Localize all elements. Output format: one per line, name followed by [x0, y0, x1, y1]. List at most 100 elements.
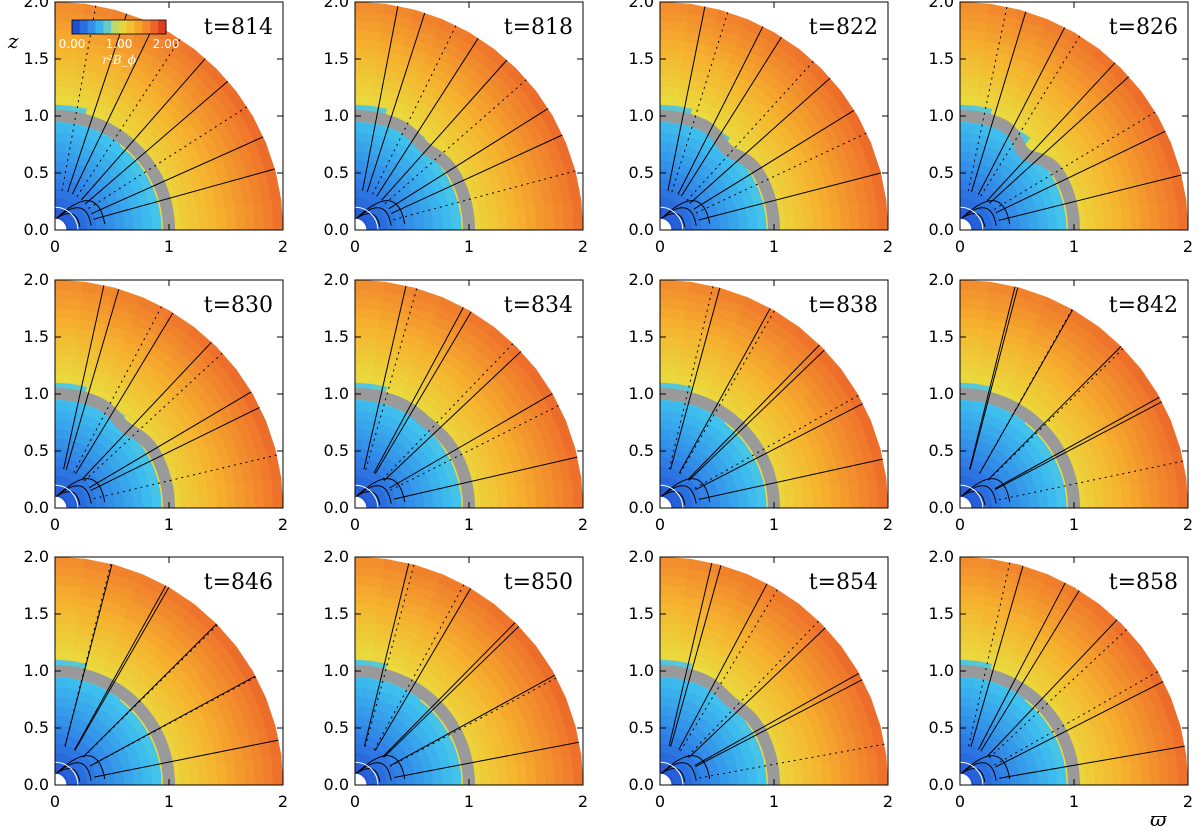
field-cell — [1001, 222, 1012, 231]
field-cell — [386, 224, 398, 231]
field-cell — [433, 496, 444, 509]
field-cell — [1056, 215, 1068, 231]
y-tick-label: 1.5 — [24, 49, 49, 68]
positive-field-line — [63, 285, 105, 470]
field-cell — [414, 775, 426, 786]
field-cell — [1047, 216, 1059, 231]
field-loop — [960, 200, 1011, 225]
x-axis-label: ϖ — [1150, 807, 1167, 831]
colorbar-cell — [119, 20, 128, 34]
y-tick-label: 0.5 — [24, 441, 49, 460]
field-cell — [179, 212, 191, 231]
field-cell — [54, 409, 69, 421]
x-tick-label: 1 — [1069, 515, 1079, 534]
field-cell — [659, 428, 671, 440]
field-loop — [55, 212, 81, 228]
y-tick-label: 2.0 — [324, 270, 349, 289]
x-tick-label: 2 — [278, 515, 288, 534]
field-cell — [784, 212, 796, 231]
negative-field-line — [980, 35, 1081, 197]
field-cell — [497, 209, 509, 231]
field-cell — [54, 621, 77, 634]
positive-field-line — [693, 109, 855, 210]
field-cell — [959, 556, 991, 569]
field-cell — [784, 767, 796, 786]
field-cell — [959, 85, 980, 97]
field-cell — [354, 141, 367, 152]
y-axis-label: z — [7, 29, 19, 53]
field-cell — [959, 372, 978, 384]
surface-band — [960, 110, 1080, 230]
positive-field-line — [373, 307, 464, 474]
field-cell — [354, 677, 370, 689]
field-cell — [659, 556, 691, 569]
field-cell — [354, 159, 365, 171]
field-cell — [1028, 774, 1040, 786]
field-cell — [354, 705, 366, 717]
field-cell — [659, 409, 674, 421]
colorbar-cell — [158, 20, 167, 34]
field-cell — [216, 762, 228, 786]
field-loop — [660, 212, 686, 228]
field-cell — [142, 216, 154, 231]
field-cell — [959, 141, 972, 152]
field-cell — [1111, 486, 1124, 509]
y-tick-label: 1.5 — [629, 327, 654, 346]
field-cell — [959, 122, 975, 134]
field-cell — [479, 212, 491, 231]
positive-field-line — [363, 285, 407, 470]
field-loop — [660, 200, 711, 225]
field-cell — [747, 494, 759, 509]
x-tick-label: 2 — [578, 237, 588, 256]
x-tick-label: 1 — [769, 792, 779, 811]
field-cell — [811, 486, 824, 509]
colorbar-cell — [95, 20, 104, 34]
y-tick-label: 1.0 — [324, 106, 349, 125]
field-cell — [133, 218, 144, 231]
field-cell — [206, 763, 219, 786]
field-cell — [354, 714, 365, 726]
field-cell — [188, 765, 200, 786]
time-label: t=818 — [504, 15, 573, 40]
field-cell — [1102, 487, 1114, 509]
panel-818: 0 1 2 0.0 0.5 1.0 1.5 2.0 t=818 — [324, 0, 589, 256]
field-cell — [802, 487, 814, 509]
field-cell — [1102, 209, 1114, 231]
field-cell — [54, 1, 86, 14]
y-tick-label: 1.5 — [324, 604, 349, 623]
field-cell — [197, 487, 209, 509]
negative-field-line — [76, 39, 181, 197]
field-cell — [1010, 221, 1021, 231]
field-cell — [659, 714, 670, 726]
field-cell — [1056, 770, 1068, 786]
field-cell — [959, 335, 983, 347]
x-tick-label: 2 — [1183, 792, 1193, 811]
field-loop — [355, 200, 406, 225]
field-cell — [54, 612, 78, 624]
field-cell — [728, 774, 740, 786]
time-label: t=858 — [1109, 570, 1178, 595]
x-tick-label: 0 — [955, 792, 965, 811]
positive-field-line — [84, 80, 229, 205]
y-tick-label: 1.5 — [324, 327, 349, 346]
field-cell — [1121, 762, 1133, 786]
field-cell — [659, 85, 680, 97]
time-label: t=846 — [204, 570, 273, 595]
time-label: t=826 — [1109, 15, 1178, 40]
field-cell — [959, 57, 983, 69]
y-tick-label: 2.0 — [24, 547, 49, 566]
field-cell — [659, 372, 678, 384]
negative-field-line — [372, 25, 457, 195]
x-tick-label: 0 — [350, 237, 360, 256]
field-cell — [811, 208, 824, 231]
x-tick-label: 0 — [955, 515, 965, 534]
field-cell — [1001, 500, 1012, 509]
field-cell — [396, 500, 407, 509]
panel-834: 0 1 2 0.0 0.5 1.0 1.5 2.0 t=834 — [324, 270, 589, 534]
positive-field-line — [391, 134, 563, 214]
field-cell — [959, 279, 991, 292]
field-cell — [659, 150, 671, 162]
field-cell — [206, 208, 219, 231]
field-cell — [659, 696, 672, 707]
field-cell — [659, 122, 675, 134]
